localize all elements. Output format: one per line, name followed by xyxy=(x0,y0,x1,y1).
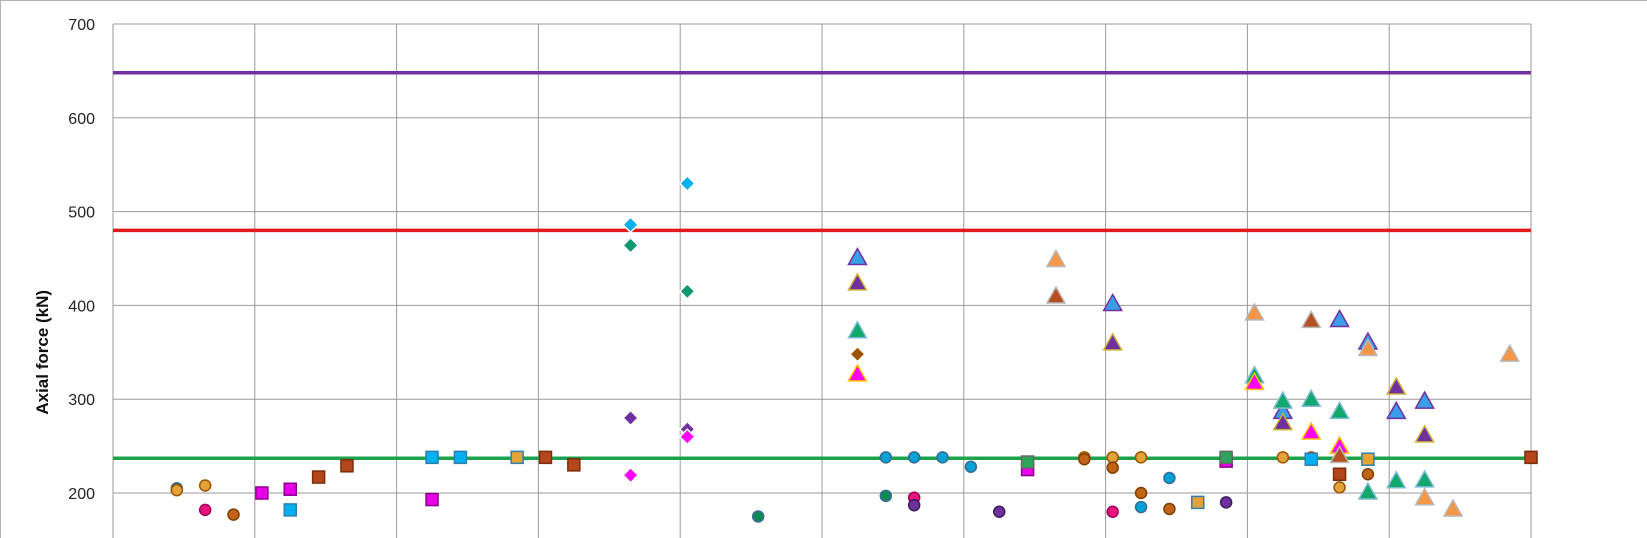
triangle-data-point xyxy=(1386,376,1407,395)
circle-data-point xyxy=(964,460,978,473)
triangle-data-point xyxy=(1300,388,1322,407)
triangle-data-point xyxy=(1102,292,1123,312)
circle-data-point xyxy=(1134,451,1148,464)
circle-data-point xyxy=(227,508,240,521)
circle-data-point xyxy=(1106,461,1119,474)
circle-data-point xyxy=(751,510,765,523)
square-data-point xyxy=(425,450,439,465)
triangle-data-point xyxy=(847,363,868,382)
diamond-data-point xyxy=(622,409,640,427)
triangle-data-point xyxy=(1045,248,1067,268)
square-data-point xyxy=(425,492,439,507)
triangle-data-point xyxy=(847,247,868,266)
circle-data-point xyxy=(198,503,212,517)
triangle-data-point xyxy=(1414,424,1435,443)
square-data-point xyxy=(283,503,297,517)
triangle-data-point xyxy=(1045,285,1067,304)
y-tick-label: 300 xyxy=(68,392,95,409)
triangle-data-point xyxy=(1272,390,1294,409)
circle-data-point xyxy=(1078,452,1091,466)
y-tick-label: 500 xyxy=(68,205,95,222)
square-data-point xyxy=(255,486,269,500)
circle-data-point xyxy=(1106,505,1119,519)
y-axis-ticks: 200 300 400 500 600 700 xyxy=(68,17,95,503)
circle-data-point xyxy=(879,489,893,503)
triangle-data-point xyxy=(1386,470,1407,489)
square-data-point xyxy=(510,450,524,465)
triangle-data-point xyxy=(1414,390,1435,409)
triangle-data-point xyxy=(1244,371,1265,391)
square-data-point xyxy=(1361,452,1375,466)
triangle-data-point xyxy=(1329,444,1350,464)
circle-data-point xyxy=(1134,486,1148,500)
y-tick-label: 600 xyxy=(68,111,95,128)
triangle-data-point xyxy=(1386,400,1407,420)
square-data-point xyxy=(1524,450,1538,465)
circle-data-point xyxy=(879,451,893,464)
circle-data-point xyxy=(1106,451,1119,464)
y-tick-label: 400 xyxy=(68,298,95,315)
circle-data-point xyxy=(1333,481,1346,494)
triangle-data-point xyxy=(847,272,868,291)
triangle-data-point xyxy=(1329,400,1350,420)
square-data-point xyxy=(1191,495,1205,510)
circle-data-point xyxy=(1134,500,1148,514)
square-data-point xyxy=(453,450,468,465)
triangle-data-point xyxy=(1272,412,1294,431)
square-data-point xyxy=(1332,467,1347,481)
circle-data-point xyxy=(1163,471,1176,485)
circle-data-point xyxy=(1163,502,1176,516)
diamond-data-point xyxy=(622,236,640,254)
circle-data-point xyxy=(198,479,212,492)
reference-lines xyxy=(113,71,1531,461)
triangle-data-point xyxy=(1442,498,1464,517)
square-data-point xyxy=(283,482,297,496)
circle-data-point xyxy=(907,498,921,512)
square-data-point xyxy=(311,470,326,484)
triangle-data-point xyxy=(1414,487,1435,506)
circle-data-point xyxy=(1276,451,1290,464)
square-data-point xyxy=(1219,450,1233,465)
square-data-point xyxy=(1020,455,1035,469)
diamond-data-point xyxy=(622,216,640,234)
diamond-data-point xyxy=(678,174,696,193)
circle-data-point xyxy=(907,451,921,464)
data-points xyxy=(170,174,1538,523)
square-data-point xyxy=(1304,452,1318,466)
triangle-data-point xyxy=(1414,469,1435,488)
square-data-point xyxy=(567,458,581,472)
circle-data-point xyxy=(993,505,1006,519)
y-tick-label: 700 xyxy=(68,17,95,34)
triangle-data-point xyxy=(1300,309,1322,329)
y-axis-label: Axial force (kN) xyxy=(33,290,52,415)
triangle-data-point xyxy=(847,320,868,339)
diamond-data-point xyxy=(622,466,640,484)
triangle-data-point xyxy=(1102,332,1123,351)
triangle-data-point xyxy=(1300,421,1322,440)
circle-data-point xyxy=(1219,496,1233,509)
circle-data-point xyxy=(936,451,949,464)
diamond-data-point xyxy=(848,345,867,363)
circle-data-point xyxy=(170,483,184,497)
diamond-data-point xyxy=(678,428,696,446)
triangle-data-point xyxy=(1357,481,1379,500)
square-data-point xyxy=(340,459,354,473)
triangle-data-point xyxy=(1499,343,1521,362)
diamond-data-point xyxy=(678,282,696,300)
square-data-point xyxy=(538,450,553,465)
y-tick-label: 200 xyxy=(68,486,95,503)
triangle-data-point xyxy=(1244,302,1265,321)
triangle-data-point xyxy=(1357,338,1379,357)
triangle-data-point xyxy=(1329,308,1350,328)
circle-data-point xyxy=(1361,467,1375,481)
